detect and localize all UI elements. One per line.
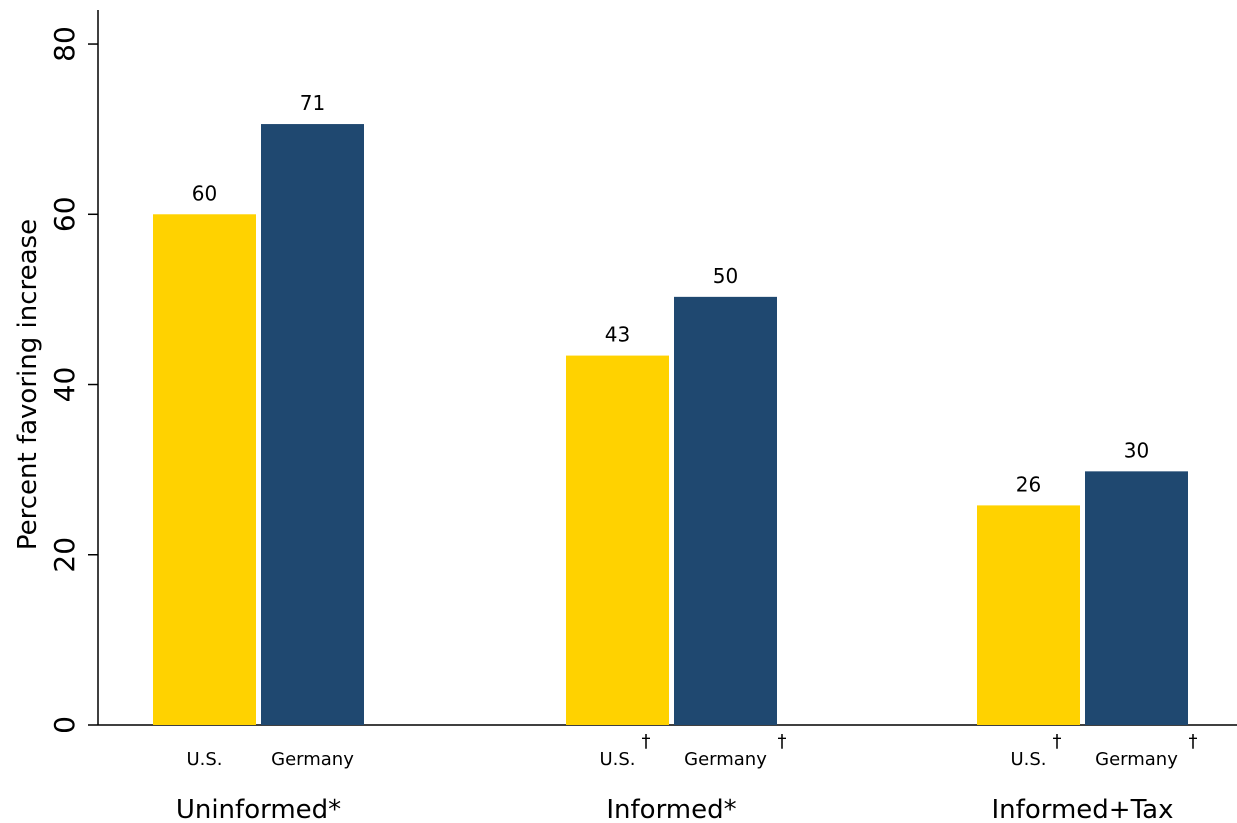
y-tick-label: 40 [48,367,81,403]
y-ticks: 0 20 40 60 80 [48,26,98,734]
data-label: 26 [1016,472,1041,496]
y-tick-label: 0 [48,716,81,734]
data-label: 43 [605,323,630,347]
bar-us-2 [566,355,669,725]
bar-x-label: U.S. [186,749,222,770]
bar-x-label: Germany [1095,749,1178,770]
dagger-mark: † [1053,731,1062,752]
bar-us-3 [977,505,1080,725]
bar-germany-2 [674,296,777,725]
data-label: 71 [300,91,325,115]
bars [153,124,1188,726]
bar-germany-1 [261,124,364,726]
bar-x-label: Germany [271,749,354,770]
data-label: 60 [192,181,217,205]
category-label: Informed+Tax [992,795,1174,823]
data-label: 30 [1124,438,1149,462]
dagger-mark: † [642,731,651,752]
data-label: 50 [713,264,738,288]
category-label: Informed* [606,795,736,823]
y-tick-label: 60 [48,196,81,232]
y-axis-label: Percent favoring increase [13,219,43,550]
bar-x-label: U.S. [1010,749,1046,770]
y-tick-label: 80 [48,26,81,62]
labels: 60 U.S. 71 Germany Uninformed* 43 U.S. † 50 Germa… [176,91,1198,823]
dagger-mark: † [778,731,787,752]
dagger-mark: † [1189,731,1198,752]
bar-x-label: Germany [684,749,767,770]
axes: 0 20 40 60 80 Percent favoring increase [13,10,1237,734]
bar-x-label: U.S. [599,749,635,770]
category-label: Uninformed* [176,795,341,823]
bar-germany-3 [1085,471,1188,725]
bar-us-1 [153,214,256,726]
y-tick-label: 20 [48,537,81,573]
